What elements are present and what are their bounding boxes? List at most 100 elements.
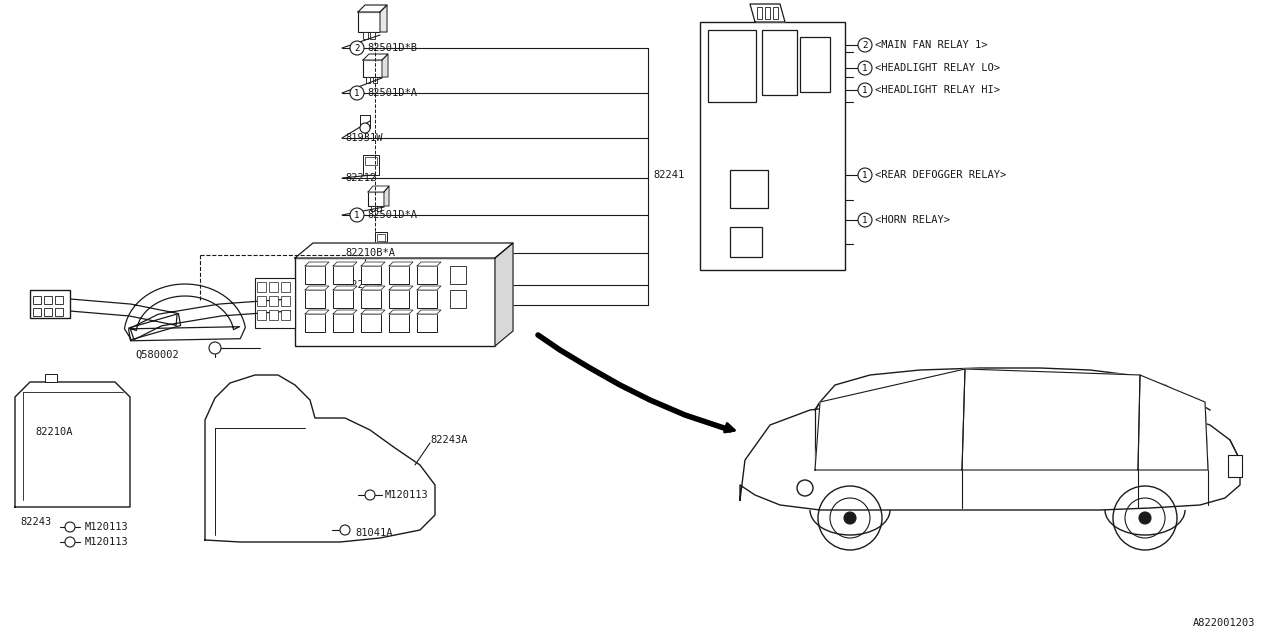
Polygon shape [358,5,387,12]
Polygon shape [15,382,131,507]
Polygon shape [384,186,389,206]
Circle shape [858,213,872,227]
Bar [370,32,375,39]
Circle shape [365,490,375,500]
Bar [255,278,294,328]
Text: <MAIN FAN RELAY 1>: <MAIN FAN RELAY 1> [876,40,987,50]
Bar [269,282,278,292]
Circle shape [858,38,872,52]
Bar [55,296,63,304]
Circle shape [65,522,76,532]
Bar [282,310,291,320]
Polygon shape [305,286,329,290]
Circle shape [1139,512,1151,524]
Polygon shape [417,262,442,266]
Bar [708,30,756,102]
Polygon shape [333,262,357,266]
Bar [1228,455,1242,477]
Bar [800,37,829,92]
Polygon shape [305,262,329,266]
Bar [375,232,387,250]
Circle shape [340,525,349,535]
Polygon shape [369,186,389,192]
Bar [369,192,384,206]
Circle shape [209,342,221,354]
Bar [305,266,325,284]
Bar [361,314,381,332]
Polygon shape [417,286,442,290]
Circle shape [858,83,872,97]
Bar [44,296,52,304]
Text: M120113: M120113 [385,490,429,500]
Bar [389,290,410,308]
Bar [364,60,381,77]
Text: 2: 2 [355,44,360,52]
Bar [33,308,41,316]
Bar [365,157,378,165]
Circle shape [858,168,872,182]
Bar [282,296,291,306]
Text: <HORN RELAY>: <HORN RELAY> [876,215,950,225]
Polygon shape [389,262,413,266]
Polygon shape [364,54,388,60]
Bar [45,374,58,382]
Text: <HEADLIGHT RELAY LO>: <HEADLIGHT RELAY LO> [876,63,1000,73]
Text: 1: 1 [863,86,868,95]
Bar [417,314,436,332]
Bar [773,7,778,19]
Polygon shape [361,310,385,314]
Bar [33,296,41,304]
Text: 1: 1 [863,63,868,72]
Text: 1: 1 [863,170,868,179]
Bar [730,170,768,208]
Bar [364,155,379,175]
Text: 82210B*A: 82210B*A [346,248,396,258]
Bar [269,296,278,306]
Text: 82241: 82241 [653,170,685,180]
Bar [364,32,369,39]
Bar [378,206,381,211]
Polygon shape [69,284,291,340]
Circle shape [349,86,364,100]
Text: <HEADLIGHT RELAY HI>: <HEADLIGHT RELAY HI> [876,85,1000,95]
Bar [333,314,353,332]
Text: 82243A: 82243A [430,435,467,445]
Text: 1: 1 [355,88,360,97]
Bar [417,290,436,308]
Polygon shape [361,286,385,290]
Bar [294,258,495,346]
Polygon shape [1138,375,1208,470]
Bar [361,266,381,284]
Text: 82501D*B: 82501D*B [367,43,417,53]
Text: 81931W: 81931W [346,133,383,143]
Polygon shape [417,310,442,314]
Text: 81041A: 81041A [355,528,393,538]
Circle shape [797,480,813,496]
Polygon shape [380,5,387,32]
Bar [305,314,325,332]
Polygon shape [740,402,1240,510]
Polygon shape [381,54,388,77]
Text: 1: 1 [863,216,868,225]
Bar [451,266,466,284]
Bar [360,115,370,128]
Polygon shape [389,286,413,290]
Polygon shape [333,310,357,314]
Text: M120113: M120113 [84,522,129,532]
Bar [765,7,771,19]
Bar [371,206,375,211]
Text: 82210A: 82210A [35,427,73,437]
Text: 2: 2 [863,40,868,49]
Polygon shape [205,375,435,542]
Bar [389,314,410,332]
Bar [730,227,762,257]
Bar [361,290,381,308]
Bar [55,308,63,316]
Circle shape [844,512,856,524]
Polygon shape [305,310,329,314]
Bar [44,308,52,316]
Bar [29,290,70,318]
Circle shape [65,537,76,547]
Text: 82243: 82243 [20,517,51,527]
Bar [305,290,325,308]
